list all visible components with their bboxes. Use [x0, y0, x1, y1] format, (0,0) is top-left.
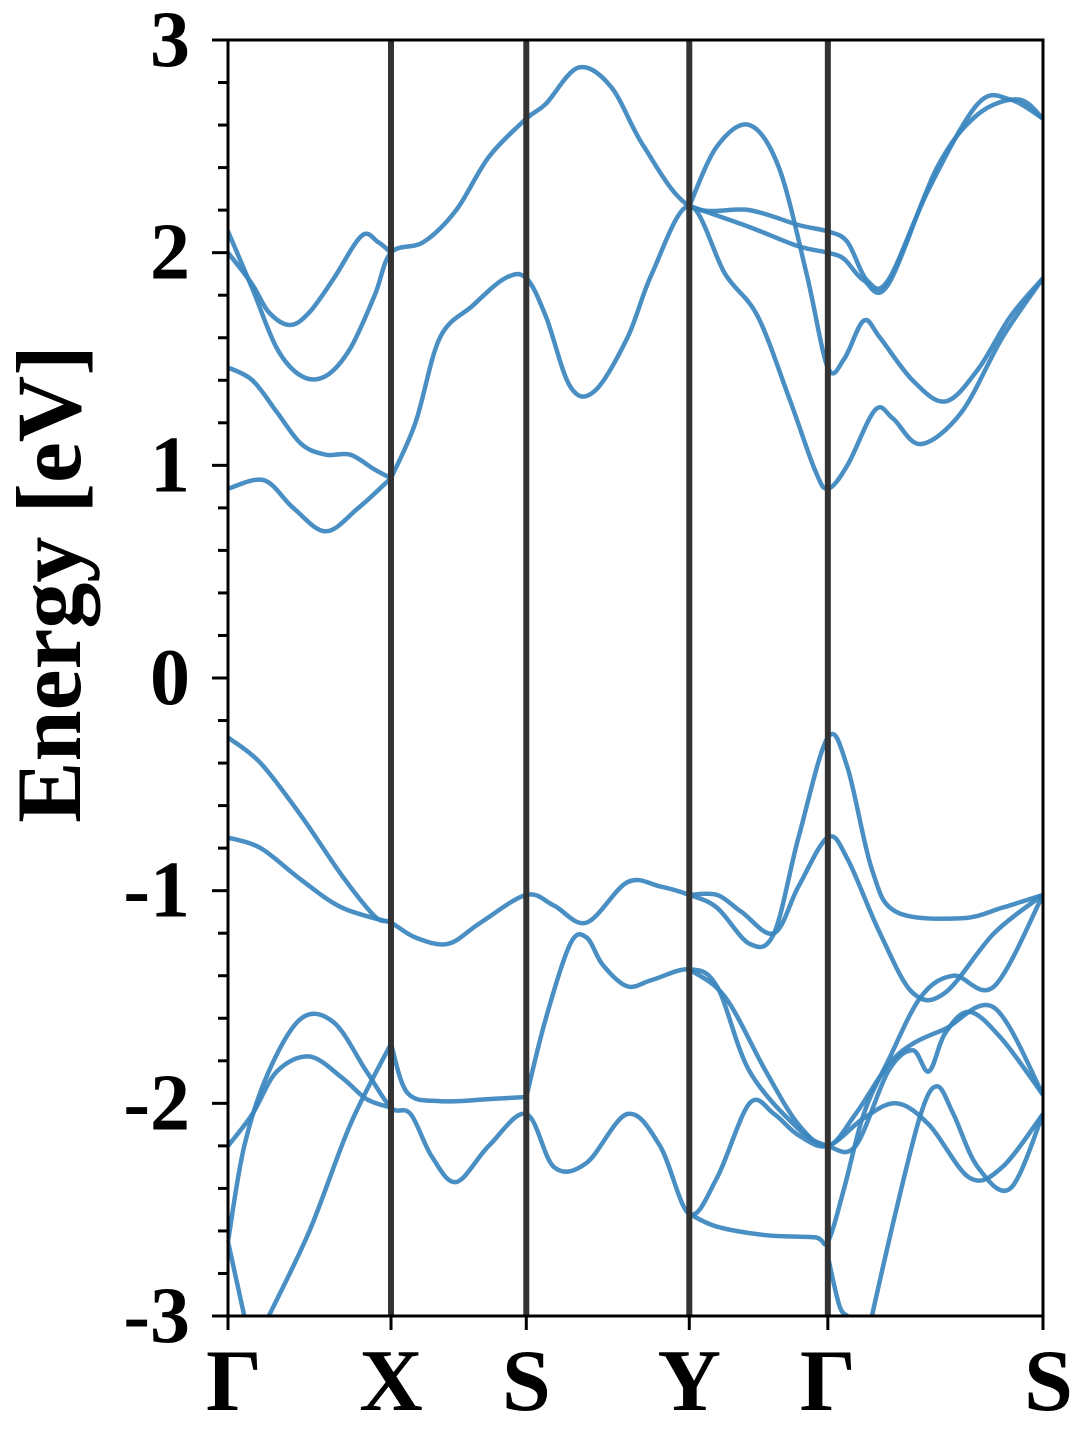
- band-line-6: [687, 122, 1043, 404]
- k-point-label: Y: [658, 1333, 722, 1430]
- y-tick-label: 1: [150, 421, 190, 509]
- band-line-8: [228, 731, 1043, 950]
- k-point-label: X: [359, 1333, 423, 1430]
- band-line-18: [687, 892, 1043, 1247]
- band-line-14: [228, 1054, 394, 1149]
- k-point-label: Γ: [800, 1333, 856, 1430]
- band-line-2: [228, 231, 394, 328]
- k-point-label: Γ: [206, 1333, 262, 1430]
- y-tick-label: 2: [150, 209, 190, 297]
- y-axis-ticks: 3 2 1 0 -1 -2 -3: [123, 0, 228, 1360]
- band-line-9: [228, 835, 394, 925]
- band-line-3: [388, 203, 1043, 491]
- band-line-5: [228, 475, 394, 534]
- band-line-11: [524, 932, 1043, 1155]
- band-line-10: [687, 834, 1043, 1003]
- y-tick-label: 0: [150, 634, 190, 722]
- band-line-16: [266, 1041, 394, 1316]
- band-line-13: [228, 1011, 1043, 1244]
- band-line-15: [228, 1239, 247, 1316]
- band-line-4: [228, 365, 394, 481]
- y-tick-label: -3: [123, 1272, 190, 1360]
- band-line-7: [687, 97, 1043, 295]
- k-point-label: S: [502, 1333, 551, 1430]
- band-lines: [228, 64, 1043, 1316]
- band-line-20: [869, 1084, 1043, 1316]
- band-line-1: [228, 64, 1043, 382]
- y-axis-label: Energy [eV]: [0, 345, 100, 823]
- y-tick-label: 3: [150, 0, 190, 84]
- k-point-label: S: [1024, 1333, 1073, 1430]
- band-line-12: [388, 1041, 529, 1104]
- k-point-dividers: [388, 40, 831, 1316]
- y-tick-label: -2: [123, 1059, 190, 1147]
- band-line-17: [687, 967, 1043, 1149]
- y-tick-label: -1: [123, 847, 190, 935]
